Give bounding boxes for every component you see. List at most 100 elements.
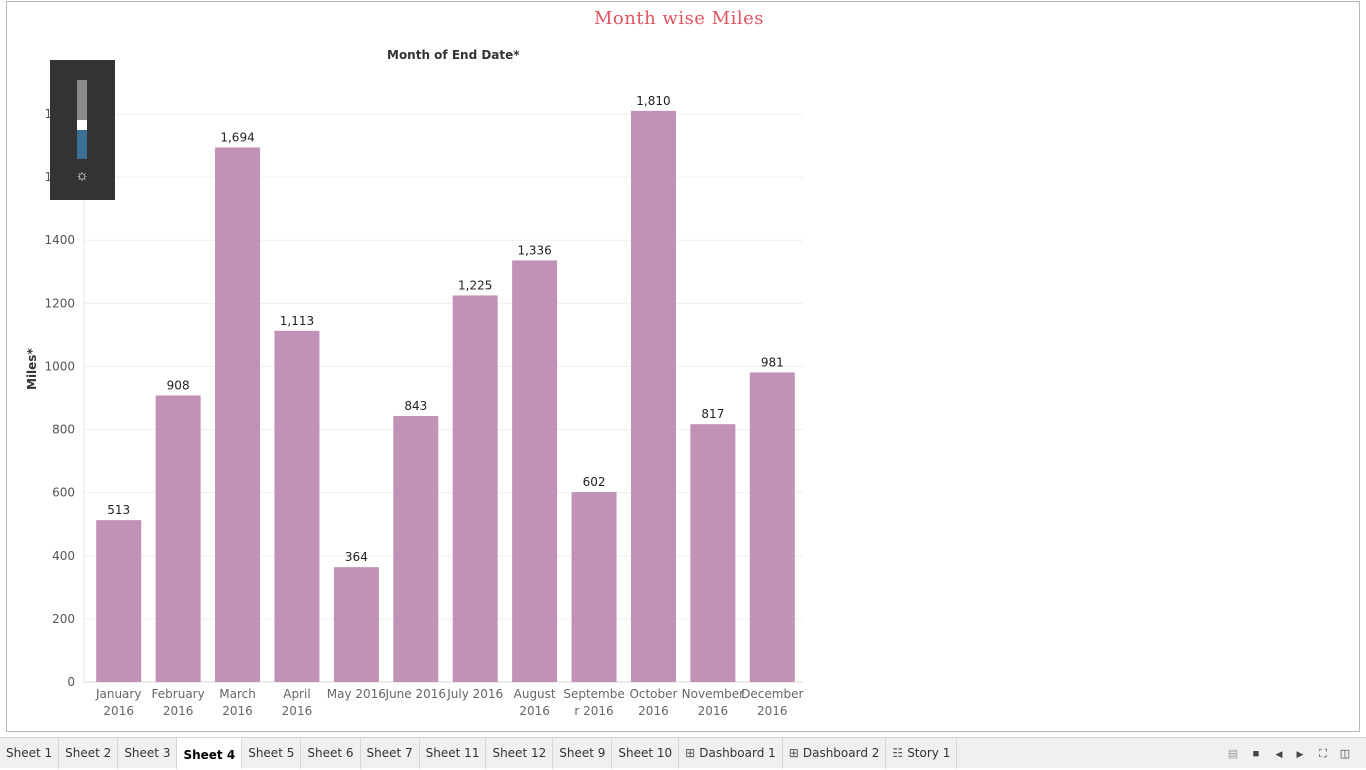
x-tick-label: 2016 <box>519 704 550 718</box>
x-tick-label: January <box>95 687 142 701</box>
bar <box>393 415 439 682</box>
tab-sheet-10[interactable]: Sheet 10 <box>612 738 680 769</box>
tab-label: Sheet 6 <box>307 746 354 760</box>
x-tick-label: Septembe <box>563 687 624 701</box>
tab-sheet-7[interactable]: Sheet 7 <box>361 738 420 769</box>
bar <box>452 295 498 682</box>
bar <box>215 147 261 683</box>
y-tick-label: 800 <box>52 423 75 437</box>
fullscreen-icon[interactable]: ⛶ <box>1319 748 1327 760</box>
sheet-tab-bar: Sheet 1 Sheet 2 Sheet 3 Sheet 4 Sheet 5 Sheet… <box>0 737 1366 769</box>
tab-label: Sheet 4 <box>183 748 236 762</box>
x-tick-label: 2016 <box>638 704 669 718</box>
bar <box>333 567 379 682</box>
chart-title: Month wise Miles <box>594 8 765 29</box>
tab-label: Story 1 <box>907 746 951 760</box>
bar <box>630 110 676 683</box>
y-tick-label: 0 <box>67 675 75 689</box>
x-tick-label: October <box>629 687 677 701</box>
data-label: 981 <box>761 355 784 369</box>
tab-label: Sheet 3 <box>124 746 171 760</box>
y-tick-label: 1200 <box>44 296 75 310</box>
bar <box>749 372 795 682</box>
y-tick-label: 400 <box>52 549 75 563</box>
zoom-slider-handle[interactable] <box>77 120 87 130</box>
data-label: 602 <box>583 475 606 489</box>
y-tick-label: 1000 <box>44 359 75 373</box>
tab-label: Sheet 7 <box>366 746 413 760</box>
x-tick-label: August <box>514 687 556 701</box>
y-tick-label: 1400 <box>44 233 75 247</box>
tab-label: Dashboard 2 <box>802 746 880 760</box>
zoom-control-panel[interactable]: ☼ <box>50 60 115 200</box>
tab-label: Dashboard 1 <box>699 746 776 760</box>
x-tick-label: 2016 <box>222 704 253 718</box>
zoom-track-fill <box>77 130 87 159</box>
prev-icon[interactable]: ◀ <box>1275 749 1283 759</box>
x-tick-label: May 2016 <box>327 687 386 701</box>
zoom-slider[interactable] <box>77 80 87 159</box>
x-tick-label: 2016 <box>757 704 788 718</box>
bar <box>512 260 558 682</box>
tab-label: Sheet 5 <box>248 746 295 760</box>
tab-sheet-6[interactable]: Sheet 6 <box>301 738 361 769</box>
bar <box>96 520 142 682</box>
tab-dashboard-2[interactable]: ⊞ Dashboard 2 <box>783 738 887 769</box>
story-icon: ☷ <box>892 746 904 760</box>
next-icon[interactable]: ▶ <box>1296 749 1304 759</box>
presentation-icon[interactable]: ◫ <box>1339 748 1351 760</box>
stop-icon[interactable]: ■ <box>1252 748 1260 760</box>
x-tick-label: 2016 <box>103 704 134 718</box>
tab-sheet-3[interactable]: Sheet 3 <box>118 738 178 769</box>
tab-label: Sheet 2 <box>65 746 112 760</box>
data-label: 1,113 <box>280 314 314 328</box>
tab-sheet-2[interactable]: Sheet 2 <box>59 738 119 769</box>
data-label: 364 <box>345 550 368 564</box>
data-label: 1,810 <box>636 94 670 108</box>
tab-sheet-5[interactable]: Sheet 5 <box>242 738 302 769</box>
tab-sheet-4[interactable]: Sheet 4 <box>177 738 243 769</box>
x-tick-label: April <box>283 687 310 701</box>
tab-sheet-12[interactable]: Sheet 12 <box>486 738 554 769</box>
bar <box>571 492 617 682</box>
filmstrip-icon[interactable]: ▤ <box>1227 748 1239 760</box>
tab-label: Sheet 10 <box>618 746 673 760</box>
column-header: Month of End Date* <box>387 48 520 62</box>
tab-label: Sheet 1 <box>6 746 53 760</box>
y-tick-label: 200 <box>52 612 75 626</box>
x-tick-label: 2016 <box>698 704 729 718</box>
data-label: 843 <box>404 399 427 413</box>
tab-label: Sheet 11 <box>425 746 480 760</box>
data-label: 1,225 <box>458 278 492 292</box>
tab-bar-toolbar: ▤ ■ ◀ ▶ ⛶ ◫ <box>1226 747 1356 761</box>
x-tick-label: November <box>682 687 744 701</box>
tab-sheet-1[interactable]: Sheet 1 <box>0 738 60 769</box>
dashboard-icon: ⊞ <box>685 746 696 760</box>
x-tick-label: December <box>741 687 803 701</box>
y-tick-label: 600 <box>52 486 75 500</box>
x-tick-label: 2016 <box>163 704 194 718</box>
data-label: 908 <box>167 378 190 392</box>
tab-label: Sheet 9 <box>559 746 606 760</box>
sun-icon[interactable]: ☼ <box>75 167 89 184</box>
tab-sheet-11[interactable]: Sheet 11 <box>420 738 487 769</box>
tab-sheet-9[interactable]: Sheet 9 <box>553 738 613 769</box>
x-tick-label: 2016 <box>282 704 313 718</box>
dashboard-icon: ⊞ <box>788 746 799 760</box>
bar <box>155 395 201 682</box>
bar <box>690 424 736 682</box>
x-tick-label: r 2016 <box>574 704 613 718</box>
data-label: 1,336 <box>517 243 551 257</box>
x-tick-label: July 2016 <box>446 687 503 701</box>
data-label: 1,694 <box>220 130 254 144</box>
zoom-track-upper <box>77 80 87 120</box>
x-tick-label: February <box>152 687 205 701</box>
tab-dashboard-1[interactable]: ⊞ Dashboard 1 <box>679 738 783 769</box>
bar <box>274 330 320 682</box>
data-label: 817 <box>701 407 724 421</box>
tab-label: Sheet 12 <box>492 746 547 760</box>
tab-story-1[interactable]: ☷ Story 1 <box>886 738 958 769</box>
data-label: 513 <box>107 503 130 517</box>
x-tick-label: March <box>219 687 256 701</box>
bar-chart: 020040060080010001200140016001800513Janu… <box>44 84 803 718</box>
